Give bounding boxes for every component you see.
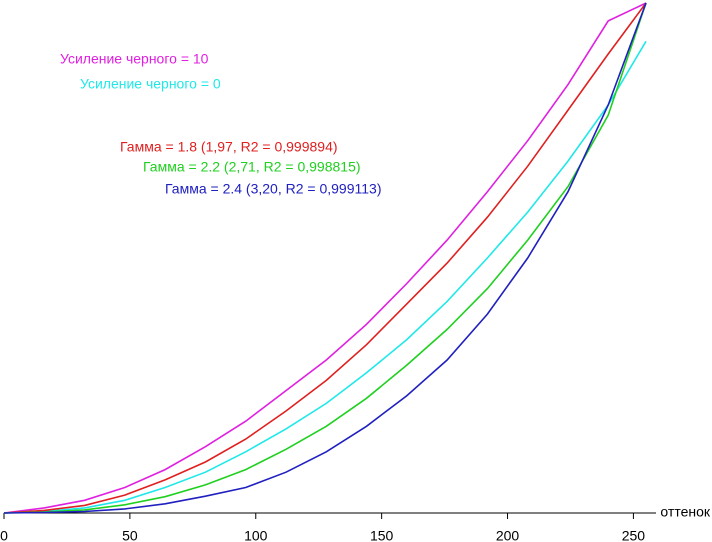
x-tick-label: 150 [370, 528, 394, 542]
x-tick-label: 250 [622, 528, 646, 542]
legend-label: Гамма = 2.4 (3,20, R2 = 0,999113) [165, 181, 381, 197]
legend-label: Усиление черного = 0 [80, 76, 221, 92]
x-tick-label: 0 [0, 528, 8, 542]
series-line [3, 2, 647, 514]
series-line [3, 40, 647, 514]
series-line [3, 2, 647, 514]
legend-label: Усиление черного = 10 [60, 51, 209, 67]
x-tick-label: 100 [244, 528, 268, 542]
legend-label: Гамма = 1.8 (1,97, R2 = 0,999894) [120, 139, 338, 155]
x-tick-label: 200 [496, 528, 520, 542]
legend-label: Гамма = 2.2 (2,71, R2 = 0,998815) [143, 159, 361, 175]
x-axis-label: оттенок [660, 504, 710, 520]
series-line [3, 2, 647, 514]
series-line [3, 2, 647, 514]
x-tick-label: 50 [122, 528, 138, 542]
